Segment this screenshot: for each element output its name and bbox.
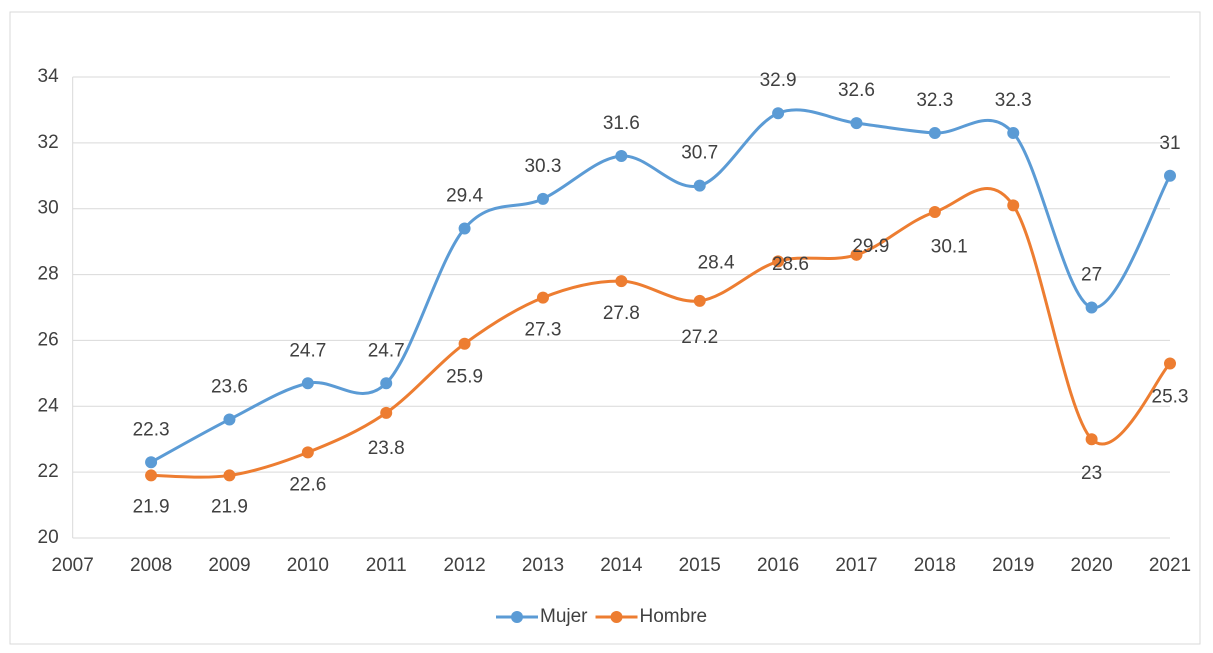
point-marker xyxy=(223,469,236,482)
point-marker xyxy=(615,150,628,163)
point-marker xyxy=(1007,126,1020,139)
legend-label: Mujer xyxy=(540,606,588,627)
data-label: 21.9 xyxy=(133,496,170,517)
point-marker xyxy=(301,446,314,459)
point-marker xyxy=(1085,301,1098,314)
point-marker xyxy=(693,294,706,307)
data-label: 22.6 xyxy=(289,474,326,495)
chart-border xyxy=(9,11,1201,645)
point-marker xyxy=(145,456,158,469)
x-tick-label: 2020 xyxy=(1070,555,1112,576)
data-label: 28.4 xyxy=(698,252,735,273)
data-label: 25.3 xyxy=(1152,386,1189,407)
x-tick-label: 2014 xyxy=(600,555,643,576)
y-tick-label: 32 xyxy=(38,132,59,153)
x-tick-label: 2016 xyxy=(757,555,799,576)
x-tick-label: 2017 xyxy=(835,555,877,576)
point-marker xyxy=(458,337,471,350)
y-tick-label: 26 xyxy=(38,329,59,350)
x-tick-label: 2013 xyxy=(522,555,564,576)
point-marker xyxy=(928,206,941,219)
y-tick-label: 22 xyxy=(38,461,59,482)
point-marker xyxy=(301,377,314,390)
data-label: 27.3 xyxy=(524,320,561,341)
point-marker xyxy=(223,413,236,426)
data-label: 32.3 xyxy=(995,90,1032,111)
series-line xyxy=(150,108,1172,464)
x-tick-label: 2021 xyxy=(1149,555,1191,576)
point-marker xyxy=(536,291,549,304)
data-label: 25.9 xyxy=(446,367,483,388)
data-label: 31.6 xyxy=(603,113,640,134)
x-tick-label: 2007 xyxy=(52,555,94,576)
point-marker xyxy=(536,192,549,205)
x-tick-label: 2015 xyxy=(679,555,721,576)
data-label: 24.7 xyxy=(368,340,405,361)
data-label: 27.8 xyxy=(603,303,640,324)
point-marker xyxy=(772,107,785,120)
x-tick-label: 2010 xyxy=(287,555,329,576)
data-label: 29.4 xyxy=(446,185,483,206)
point-marker xyxy=(928,126,941,139)
point-marker xyxy=(380,406,393,419)
point-marker xyxy=(1007,199,1020,212)
data-label: 30.7 xyxy=(681,143,718,164)
data-label: 32.9 xyxy=(760,70,797,91)
data-label: 32.6 xyxy=(838,80,875,101)
data-label: 29.9 xyxy=(852,236,889,257)
data-label: 23.6 xyxy=(211,376,248,397)
y-tick-label: 20 xyxy=(38,527,59,548)
data-label: 27 xyxy=(1081,265,1102,286)
point-marker xyxy=(1164,357,1176,370)
legend-marker xyxy=(511,611,523,623)
point-marker xyxy=(458,222,471,235)
y-tick-label: 28 xyxy=(38,264,59,285)
data-label: 24.7 xyxy=(289,340,326,361)
point-marker xyxy=(145,469,158,482)
data-label: 23 xyxy=(1081,463,1102,484)
point-marker xyxy=(850,117,863,130)
data-label: 32.3 xyxy=(916,90,953,111)
y-tick-label: 34 xyxy=(38,66,60,87)
data-label: 23.8 xyxy=(368,438,405,459)
point-marker xyxy=(1164,169,1176,182)
point-marker xyxy=(850,248,863,261)
data-label: 22.3 xyxy=(133,419,170,440)
x-tick-label: 2019 xyxy=(992,555,1034,576)
point-marker xyxy=(380,377,393,390)
point-marker xyxy=(693,179,706,192)
x-tick-label: 2008 xyxy=(130,555,172,576)
data-label: 30.1 xyxy=(931,236,968,257)
x-tick-label: 2011 xyxy=(366,555,407,576)
point-marker xyxy=(772,255,785,268)
legend-label: Hombre xyxy=(640,606,708,627)
data-label: 30.3 xyxy=(524,156,561,177)
y-tick-label: 24 xyxy=(38,395,60,416)
data-label: 27.2 xyxy=(681,327,718,348)
x-tick-label: 2018 xyxy=(914,555,956,576)
point-marker xyxy=(1085,433,1098,446)
data-label: 31 xyxy=(1159,133,1180,154)
data-label: 21.9 xyxy=(211,496,248,517)
y-tick-label: 30 xyxy=(38,198,59,219)
x-tick-label: 2009 xyxy=(208,555,250,576)
data-label: 28.6 xyxy=(772,254,809,275)
point-marker xyxy=(615,275,628,288)
legend-marker xyxy=(610,611,623,623)
x-tick-label: 2012 xyxy=(443,555,485,576)
